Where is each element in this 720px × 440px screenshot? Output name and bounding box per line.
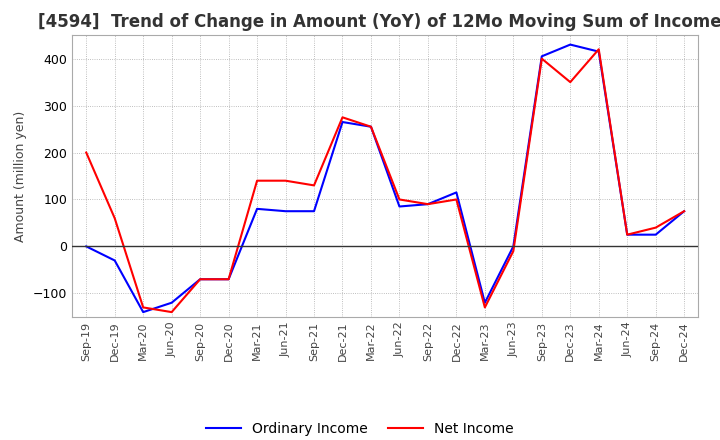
Net Income bbox=[423, 202, 432, 207]
Ordinary Income bbox=[395, 204, 404, 209]
Net Income bbox=[167, 309, 176, 315]
Ordinary Income bbox=[110, 258, 119, 263]
Ordinary Income bbox=[196, 277, 204, 282]
Net Income bbox=[338, 115, 347, 120]
Ordinary Income bbox=[595, 49, 603, 54]
Ordinary Income bbox=[139, 309, 148, 315]
Ordinary Income bbox=[423, 202, 432, 207]
Ordinary Income bbox=[680, 209, 688, 214]
Ordinary Income bbox=[167, 300, 176, 305]
Title: [4594]  Trend of Change in Amount (YoY) of 12Mo Moving Sum of Incomes: [4594] Trend of Change in Amount (YoY) o… bbox=[38, 13, 720, 31]
Net Income bbox=[395, 197, 404, 202]
Ordinary Income bbox=[310, 209, 318, 214]
Ordinary Income bbox=[225, 277, 233, 282]
Ordinary Income bbox=[623, 232, 631, 237]
Ordinary Income bbox=[537, 54, 546, 59]
Ordinary Income bbox=[509, 244, 518, 249]
Ordinary Income bbox=[480, 300, 489, 305]
Net Income bbox=[623, 232, 631, 237]
Ordinary Income bbox=[253, 206, 261, 212]
Net Income bbox=[566, 80, 575, 85]
Line: Ordinary Income: Ordinary Income bbox=[86, 44, 684, 312]
Net Income bbox=[509, 249, 518, 254]
Net Income bbox=[452, 197, 461, 202]
Net Income bbox=[310, 183, 318, 188]
Ordinary Income bbox=[566, 42, 575, 47]
Net Income bbox=[366, 124, 375, 129]
Net Income bbox=[595, 47, 603, 52]
Net Income bbox=[282, 178, 290, 183]
Net Income bbox=[82, 150, 91, 155]
Net Income bbox=[253, 178, 261, 183]
Net Income bbox=[139, 305, 148, 310]
Ordinary Income bbox=[338, 119, 347, 125]
Ordinary Income bbox=[366, 124, 375, 129]
Net Income bbox=[480, 305, 489, 310]
Net Income bbox=[225, 277, 233, 282]
Net Income bbox=[680, 209, 688, 214]
Legend: Ordinary Income, Net Income: Ordinary Income, Net Income bbox=[200, 417, 520, 440]
Net Income bbox=[110, 216, 119, 221]
Y-axis label: Amount (million yen): Amount (million yen) bbox=[14, 110, 27, 242]
Line: Net Income: Net Income bbox=[86, 49, 684, 312]
Ordinary Income bbox=[282, 209, 290, 214]
Net Income bbox=[537, 56, 546, 61]
Ordinary Income bbox=[82, 244, 91, 249]
Ordinary Income bbox=[452, 190, 461, 195]
Net Income bbox=[196, 277, 204, 282]
Ordinary Income bbox=[652, 232, 660, 237]
Net Income bbox=[652, 225, 660, 230]
